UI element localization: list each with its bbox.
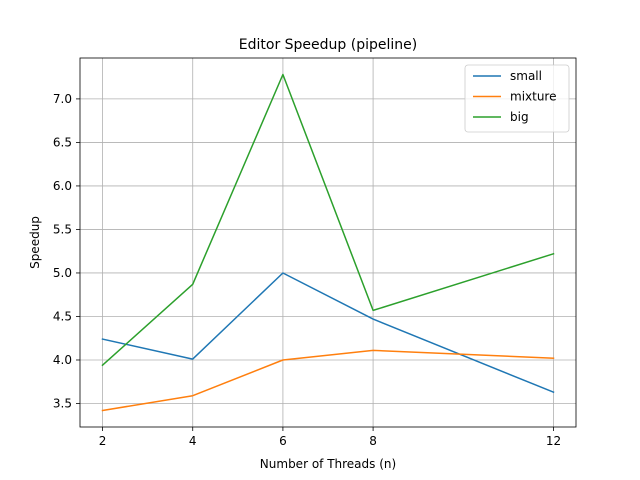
legend-label-small: small (510, 69, 542, 83)
x-axis-label: Number of Threads (n) (260, 457, 396, 471)
series-lines (101, 73, 555, 412)
y-tick-label: 6.5 (53, 135, 72, 149)
legend-label-big: big (510, 110, 529, 124)
y-tick-label: 5.5 (53, 222, 72, 236)
chart-title: Editor Speedup (pipeline) (239, 37, 417, 53)
grid (80, 58, 576, 427)
x-tick-label: 6 (279, 434, 287, 448)
y-tick-label: 7.0 (53, 92, 72, 106)
x-tick-label: 12 (546, 434, 561, 448)
x-tick-label: 2 (99, 434, 107, 448)
y-tick-label: 3.5 (53, 397, 72, 411)
y-axis-label: Speedup (28, 216, 42, 269)
legend: small mixture big (464, 64, 570, 133)
legend-box (464, 64, 570, 133)
y-tick-label: 6.0 (53, 179, 72, 193)
series-line-mixture (101, 349, 555, 412)
plot-frame (79, 57, 577, 428)
x-tick-label: 8 (369, 434, 377, 448)
y-tick-label: 4.5 (53, 309, 72, 323)
y-tick-label: 4.0 (53, 353, 72, 367)
y-axis-ticks: 3.5 4.0 4.5 5.0 5.5 6.0 6.5 7.0 (53, 92, 80, 411)
x-tick-label: 4 (189, 434, 197, 448)
series-line-small (101, 272, 555, 394)
legend-label-mixture: mixture (510, 90, 557, 104)
y-tick-label: 5.0 (53, 266, 72, 280)
series-line-big (101, 73, 555, 367)
x-axis-ticks: 2 4 6 8 12 (99, 427, 561, 448)
